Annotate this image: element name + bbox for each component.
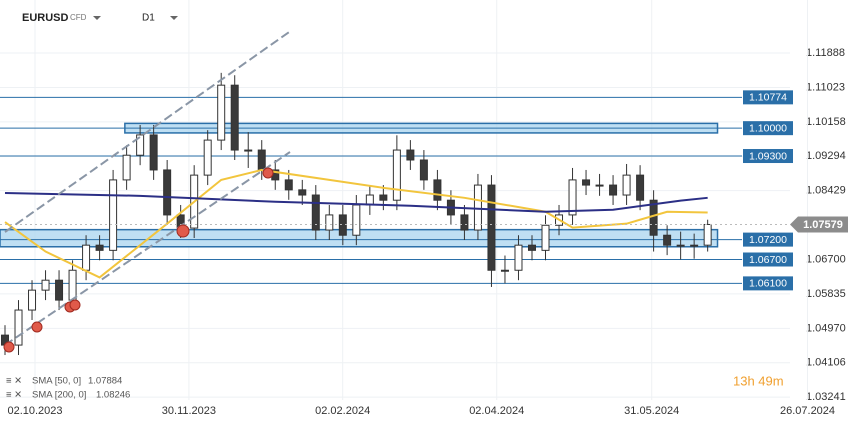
level-label-box xyxy=(743,252,793,267)
y-tick-label: 1.11888 xyxy=(806,47,845,59)
dropdown-arrow[interactable] xyxy=(170,16,178,20)
x-tick-label: 02.10.2023 xyxy=(7,405,62,417)
grid: 1.11888 1.11023 1.10158 1.09294 1.08429 1.067… xyxy=(0,0,846,417)
candle-body xyxy=(244,149,253,152)
candle-body xyxy=(230,84,239,151)
candle-body xyxy=(149,134,158,171)
candle-body xyxy=(136,134,145,156)
y-tick-label: 1.08429 xyxy=(806,185,846,197)
candle-body xyxy=(527,244,536,251)
candle-body xyxy=(338,214,347,236)
y-tick-label: 1.06700 xyxy=(806,253,846,265)
channel-lower xyxy=(4,151,291,346)
y-tick-label: 1.09294 xyxy=(806,150,846,162)
candle-body xyxy=(609,184,618,196)
candle-body xyxy=(379,194,388,201)
legend-value: 1.08246 xyxy=(96,390,130,401)
level-label-box xyxy=(743,90,793,105)
candle-body xyxy=(500,269,509,272)
candle-body xyxy=(595,184,604,187)
x-tick-label: 02.02.2024 xyxy=(315,405,370,417)
indicator-line xyxy=(4,168,708,279)
candle-body xyxy=(352,204,361,236)
x-tick-label: 02.04.2024 xyxy=(469,405,524,417)
candle-body xyxy=(514,244,523,271)
level-label-box xyxy=(743,276,793,291)
candle-body xyxy=(433,179,442,201)
last-price-box xyxy=(790,216,848,233)
y-tick-label: 1.11023 xyxy=(806,81,845,93)
candle-body xyxy=(582,179,591,186)
candle-body xyxy=(95,244,104,251)
candle-body xyxy=(487,184,496,271)
legend-name: SMA [50, 0] xyxy=(32,376,81,387)
candle-body xyxy=(68,269,77,301)
candle-body xyxy=(690,244,699,247)
dropdown-arrow[interactable] xyxy=(93,16,101,20)
candle-body xyxy=(41,279,50,291)
candle-body xyxy=(419,159,428,181)
candle-body xyxy=(568,179,577,216)
legend-icon: ≡ ✕ xyxy=(6,390,22,401)
legend-value: 1.07884 xyxy=(88,376,122,387)
candle-body xyxy=(676,244,685,247)
candle-body xyxy=(257,149,266,171)
candle-body xyxy=(55,279,64,301)
symbol[interactable]: EURUSD xyxy=(22,12,69,24)
symbol-kind: CFD xyxy=(70,13,87,22)
candle-body xyxy=(28,289,37,311)
legend-icon: ≡ ✕ xyxy=(6,376,22,387)
candle-body xyxy=(325,214,334,231)
x-tick-label: 26.07.2024 xyxy=(780,405,835,417)
level-label: 1.07200 xyxy=(749,234,787,246)
candle-body xyxy=(622,174,631,196)
candle-body xyxy=(203,139,212,176)
candle-body xyxy=(82,244,91,271)
candle-body xyxy=(460,214,469,231)
last-price-label: 1.07579 xyxy=(803,219,843,231)
candle-body xyxy=(473,184,482,231)
timeframe[interactable]: D1 xyxy=(142,13,155,24)
candle-body xyxy=(217,84,226,141)
x-tick-label: 30.11.2023 xyxy=(162,405,216,417)
candle-body xyxy=(392,149,401,201)
y-tick-label: 1.10158 xyxy=(806,116,846,128)
indicator-line xyxy=(4,192,708,213)
y-tick-label: 1.03241 xyxy=(806,391,846,403)
candle-body xyxy=(636,174,645,201)
candle-body xyxy=(284,179,293,191)
level-label: 1.06100 xyxy=(749,278,787,290)
level-label: 1.10000 xyxy=(749,122,787,134)
candle-body xyxy=(663,234,672,246)
candle-body xyxy=(406,149,415,161)
x-tick-label: 31.05.2024 xyxy=(624,405,679,417)
candle-timer: 13h 49m xyxy=(733,373,784,388)
y-tick-label: 1.04106 xyxy=(806,357,846,369)
plot: 1.10774 1.10000 1.09300 1.07200 1.06700 1.061… xyxy=(0,72,848,356)
level-label: 1.06700 xyxy=(749,254,787,266)
candle-body xyxy=(109,179,118,251)
candle-body xyxy=(703,223,712,246)
candle-body xyxy=(122,154,131,181)
candle-body xyxy=(14,309,23,346)
legend-name: SMA [200, 0] xyxy=(32,390,86,401)
candle-body xyxy=(311,194,320,231)
y-tick-label: 1.04970 xyxy=(806,322,846,334)
level-label: 1.09300 xyxy=(749,150,787,162)
legend: ≡ ✕ SMA [50, 0] 1.07884 ≡ ✕ SMA [200, 0] 1.08… xyxy=(6,376,130,401)
candle-body xyxy=(365,194,374,206)
candle-body xyxy=(541,224,550,251)
signal-markers xyxy=(3,167,274,353)
level-label-box xyxy=(743,121,793,136)
level-label-box xyxy=(743,232,793,247)
level-label-box xyxy=(743,149,793,164)
candle-body xyxy=(298,189,307,196)
y-tick-label: 1.05835 xyxy=(806,288,846,300)
channel-upper xyxy=(4,29,293,233)
candle-body xyxy=(163,169,172,216)
level-label: 1.10774 xyxy=(749,92,787,104)
